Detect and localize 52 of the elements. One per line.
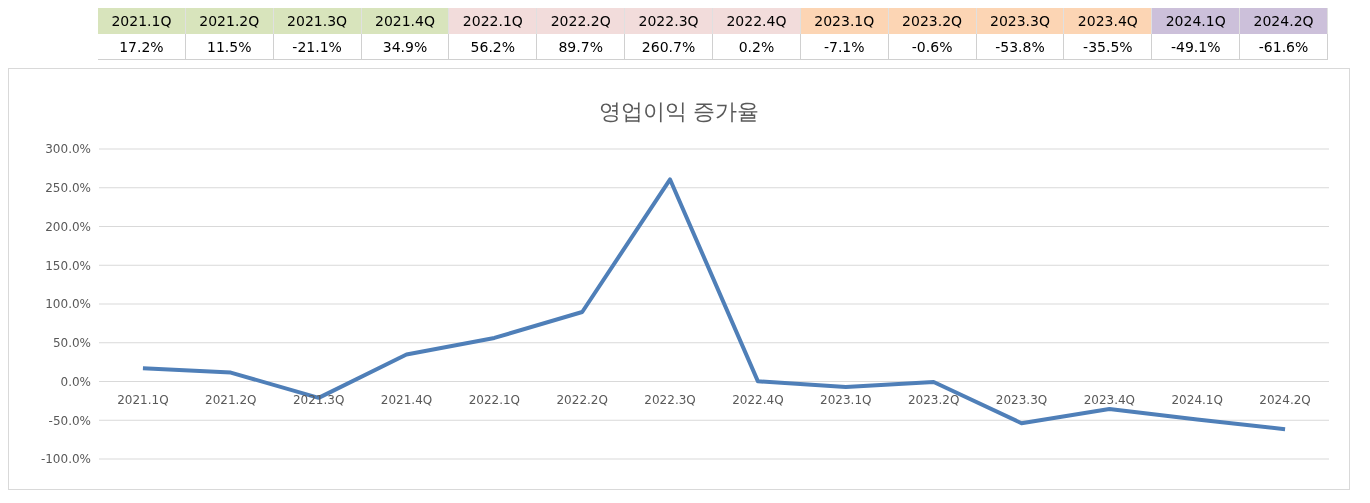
y-tick-label: 200.0% [45, 219, 91, 234]
data-label: -35.5% [1064, 34, 1153, 60]
data-label: 34.9% [361, 34, 450, 60]
x-tick-label: 2022.2Q [556, 392, 608, 407]
category-label: 2022.2Q [550, 13, 611, 29]
y-tick-label: 100.0% [45, 297, 91, 312]
x-tick-label: 2023.1Q [820, 392, 872, 407]
category-label: 2024.2Q [1253, 13, 1314, 29]
x-tick-label: 2023.3Q [995, 392, 1048, 407]
data-label: 17.2% [98, 34, 186, 60]
data-label: 0.2% [713, 34, 801, 60]
x-tick-label: 2021.1Q [117, 392, 169, 407]
x-tick-label: 2021.3Q [292, 392, 345, 407]
x-tick-label: 2024.2Q [1259, 392, 1311, 407]
x-tick-label: 2023.4Q [1083, 392, 1136, 407]
category-label: 2021.3Q [287, 13, 348, 29]
y-tick-label: 150.0% [45, 258, 91, 273]
category-label: 2021.2Q [199, 13, 260, 29]
category-label: 2023.1Q [814, 13, 875, 29]
y-tick-label: -100.0% [40, 452, 91, 467]
chart-title: 영업이익 증가율 [597, 98, 761, 126]
y-tick-label: 0.0% [60, 374, 91, 389]
data-label: -21.1% [273, 34, 362, 60]
x-tick-label: 2024.1Q [1171, 392, 1223, 407]
data-label: 89.7% [537, 34, 626, 60]
y-tick-label: 50.0% [52, 336, 91, 351]
data-label: -53.8% [976, 34, 1065, 60]
y-tick-label: 300.0% [45, 142, 91, 157]
data-label: -49.1% [1152, 34, 1241, 60]
x-tick-label: 2023.2Q [907, 392, 960, 407]
category-label: 2023.4Q [1077, 13, 1138, 29]
data-label: -0.6% [888, 34, 977, 60]
category-label: 2021.1Q [111, 13, 172, 29]
data-label: -7.1% [800, 34, 889, 60]
x-tick-label: 2021.2Q [205, 392, 257, 407]
category-label: 2023.2Q [902, 13, 963, 29]
data-label: 11.5% [185, 34, 274, 60]
x-tick-label: 2022.3Q [644, 392, 696, 407]
x-tick-label: 2021.4Q [380, 392, 433, 407]
data-label: -61.6% [1240, 34, 1328, 60]
data-label: 260.7% [625, 34, 713, 60]
category-label: 2022.1Q [462, 13, 523, 29]
category-label: 2022.4Q [726, 13, 787, 29]
category-label: 2023.3Q [989, 13, 1050, 29]
y-tick-label: 250.0% [45, 181, 91, 196]
x-tick-label: 2022.4Q [732, 392, 784, 407]
category-label: 2021.4Q [374, 13, 435, 29]
category-label: 2022.3Q [638, 13, 699, 29]
data-label: 56.2% [449, 34, 538, 60]
category-label: 2024.1Q [1165, 13, 1226, 29]
x-tick-label: 2022.1Q [468, 392, 521, 407]
y-tick-label: -50.0% [48, 413, 91, 428]
